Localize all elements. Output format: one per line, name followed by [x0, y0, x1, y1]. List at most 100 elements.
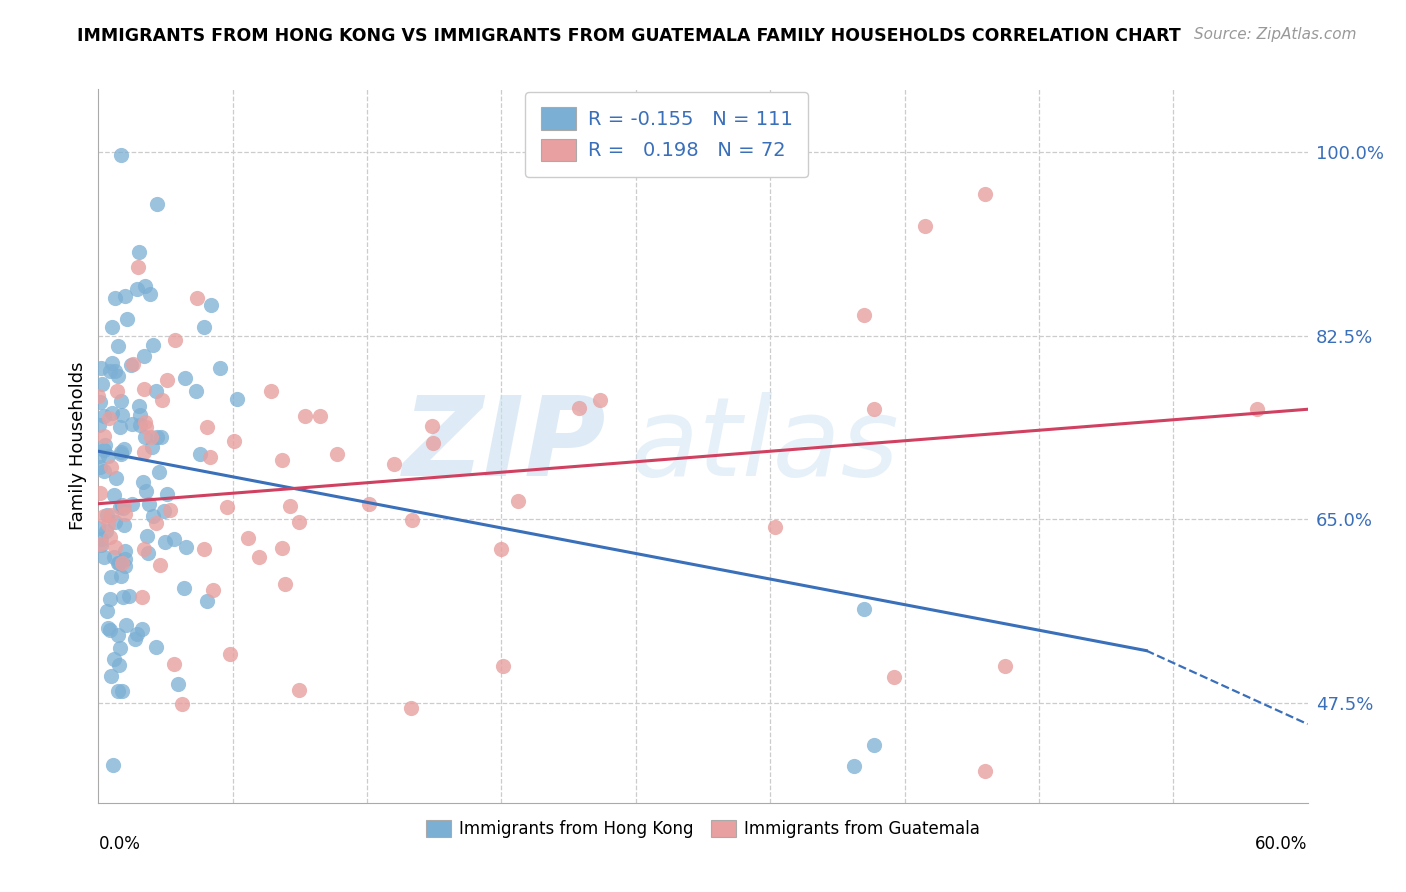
Point [218, 647, 240, 661]
Point [195, 420, 218, 434]
Point [165, 333, 187, 347]
Point [111, 498, 134, 512]
Point [128, 417, 150, 432]
Point [101, 406, 124, 420]
Point [163, 657, 186, 671]
Point [489, 542, 512, 557]
Point [104, 364, 127, 378]
Point [87, 449, 110, 463]
Point [184, 384, 207, 399]
Point [93, 549, 115, 564]
Point [382, 457, 405, 471]
Point [112, 500, 135, 514]
Point [131, 622, 153, 636]
Point [145, 384, 167, 398]
Point [120, 358, 142, 372]
Text: atlas: atlas [630, 392, 898, 500]
Point [93, 429, 115, 443]
Point [121, 417, 143, 431]
Point [89, 459, 111, 474]
Point [974, 764, 997, 779]
Point [150, 393, 173, 408]
Text: 0.0%: 0.0% [98, 835, 141, 853]
Point [132, 383, 155, 397]
Point [198, 450, 221, 464]
Point [103, 652, 125, 666]
Text: 60.0%: 60.0% [1256, 835, 1308, 853]
Point [121, 357, 143, 371]
Point [96, 508, 118, 522]
Point [131, 590, 153, 604]
Point [98, 530, 121, 544]
Point [110, 500, 132, 514]
Point [105, 384, 128, 398]
Point [208, 361, 231, 376]
Point [174, 540, 197, 554]
Point [763, 519, 786, 533]
Point [1246, 402, 1268, 417]
Point [89, 394, 111, 409]
Point [94, 438, 117, 452]
Point [107, 658, 129, 673]
Point [492, 659, 515, 673]
Point [110, 640, 132, 655]
Point [111, 501, 134, 516]
Point [111, 591, 134, 605]
Text: ZIP: ZIP [402, 392, 606, 500]
Point [146, 196, 169, 211]
Point [114, 552, 136, 566]
Point [134, 444, 156, 458]
Point [215, 500, 238, 514]
Point [117, 312, 139, 326]
Point [288, 515, 311, 529]
Point [173, 582, 195, 596]
Legend: Immigrants from Hong Kong, Immigrants from Guatemala: Immigrants from Hong Kong, Immigrants fr… [419, 813, 987, 845]
Point [114, 558, 136, 573]
Point [101, 356, 124, 370]
Point [107, 557, 129, 571]
Point [260, 384, 283, 398]
Point [98, 591, 121, 606]
Point [104, 515, 127, 529]
Point [193, 541, 215, 556]
Point [883, 670, 905, 684]
Point [139, 286, 162, 301]
Point [202, 583, 225, 598]
Point [107, 369, 129, 384]
Point [118, 589, 141, 603]
Point [156, 373, 179, 387]
Point [89, 537, 111, 551]
Point [225, 392, 247, 406]
Point [110, 148, 132, 162]
Point [112, 442, 135, 457]
Point [200, 298, 222, 312]
Point [129, 409, 152, 423]
Point [96, 604, 118, 618]
Point [172, 697, 194, 711]
Point [89, 486, 111, 500]
Point [853, 601, 876, 615]
Point [186, 291, 208, 305]
Point [90, 532, 112, 546]
Point [93, 409, 115, 423]
Point [100, 669, 122, 683]
Point [111, 556, 134, 570]
Point [104, 291, 127, 305]
Point [153, 504, 176, 518]
Point [128, 245, 150, 260]
Point [326, 447, 349, 461]
Point [141, 338, 163, 352]
Point [271, 452, 294, 467]
Point [236, 531, 259, 545]
Point [567, 401, 589, 416]
Point [399, 701, 422, 715]
Point [422, 436, 444, 450]
Point [107, 628, 129, 642]
Point [101, 758, 124, 772]
Point [863, 738, 886, 752]
Point [142, 509, 165, 524]
Point [112, 517, 135, 532]
Point [89, 417, 111, 432]
Point [155, 534, 177, 549]
Point [974, 187, 997, 202]
